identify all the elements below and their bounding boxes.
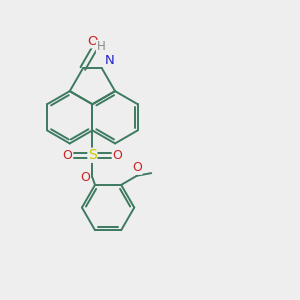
Text: S: S (88, 148, 97, 162)
Text: N: N (105, 54, 115, 67)
Text: O: O (80, 171, 90, 184)
Text: O: O (87, 35, 98, 48)
Text: O: O (113, 149, 123, 162)
Text: O: O (132, 161, 142, 174)
Text: H: H (97, 40, 105, 53)
Text: O: O (62, 149, 72, 162)
